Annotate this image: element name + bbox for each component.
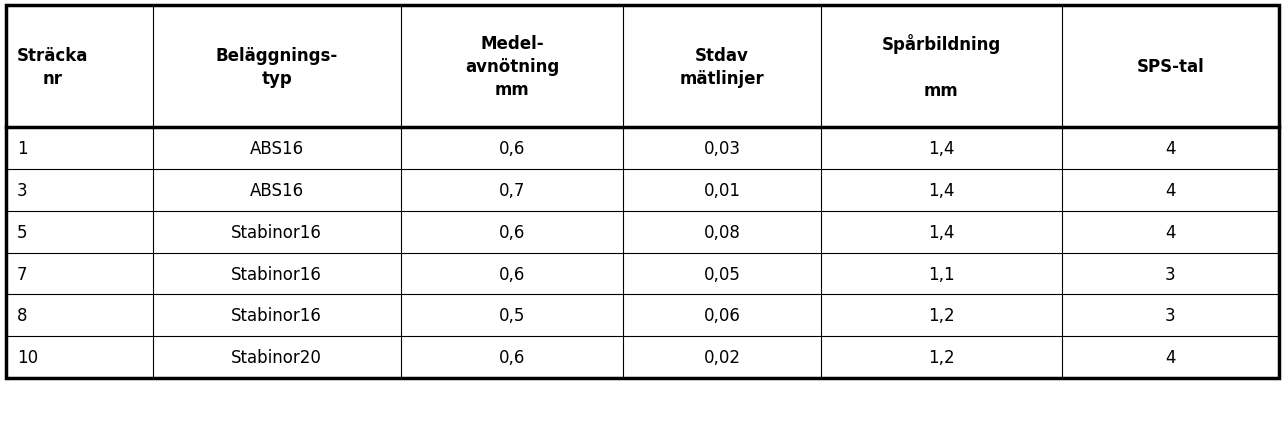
Text: SPS-tal: SPS-tal xyxy=(1136,58,1204,76)
Text: Stdav
mätlinjer: Stdav mätlinjer xyxy=(680,47,765,87)
Text: 0,08: 0,08 xyxy=(704,223,740,241)
Text: Spårbildning

mm: Spårbildning mm xyxy=(882,34,1001,100)
Text: Stabinor20: Stabinor20 xyxy=(231,348,323,366)
Text: 4: 4 xyxy=(1165,348,1176,366)
Text: 7: 7 xyxy=(17,265,27,283)
Text: 4: 4 xyxy=(1165,223,1176,241)
Text: 1,2: 1,2 xyxy=(928,307,955,325)
Text: 1,4: 1,4 xyxy=(928,181,955,199)
Text: 8: 8 xyxy=(17,307,27,325)
Text: 4: 4 xyxy=(1165,181,1176,199)
Text: 0,01: 0,01 xyxy=(703,181,740,199)
Text: 3: 3 xyxy=(17,181,27,199)
Text: Beläggnings-
typ: Beläggnings- typ xyxy=(216,47,338,87)
Text: 0,6: 0,6 xyxy=(499,265,526,283)
Text: 0,03: 0,03 xyxy=(703,140,740,158)
Text: 0,5: 0,5 xyxy=(499,307,526,325)
Text: 4: 4 xyxy=(1165,140,1176,158)
Text: 0,7: 0,7 xyxy=(499,181,526,199)
Text: Stabinor16: Stabinor16 xyxy=(231,307,323,325)
Text: 0,06: 0,06 xyxy=(704,307,740,325)
Text: 0,02: 0,02 xyxy=(703,348,740,366)
Text: 1,4: 1,4 xyxy=(928,140,955,158)
Text: 0,6: 0,6 xyxy=(499,140,526,158)
Text: 3: 3 xyxy=(1165,307,1176,325)
Text: 1: 1 xyxy=(17,140,27,158)
Text: 1,4: 1,4 xyxy=(928,223,955,241)
Text: 0,6: 0,6 xyxy=(499,223,526,241)
Text: 5: 5 xyxy=(17,223,27,241)
Text: Stabinor16: Stabinor16 xyxy=(231,265,323,283)
Text: 10: 10 xyxy=(17,348,37,366)
Text: Medel-
avnötning
mm: Medel- avnötning mm xyxy=(465,35,559,99)
Text: Sträcka
nr: Sträcka nr xyxy=(17,47,89,87)
Bar xyxy=(6,6,1279,378)
Text: Stabinor16: Stabinor16 xyxy=(231,223,323,241)
Text: 0,6: 0,6 xyxy=(499,348,526,366)
Text: 1,2: 1,2 xyxy=(928,348,955,366)
Text: ABS16: ABS16 xyxy=(249,140,303,158)
Text: 1,1: 1,1 xyxy=(928,265,955,283)
Text: ABS16: ABS16 xyxy=(249,181,303,199)
Text: 3: 3 xyxy=(1165,265,1176,283)
Text: 0,05: 0,05 xyxy=(704,265,740,283)
